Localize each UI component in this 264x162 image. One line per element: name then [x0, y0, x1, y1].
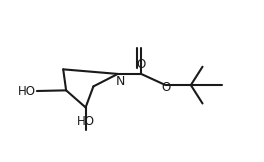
Text: HO: HO: [77, 115, 95, 128]
Text: O: O: [161, 81, 170, 94]
Text: HO: HO: [18, 85, 36, 98]
Text: N: N: [115, 75, 125, 88]
Text: O: O: [136, 58, 146, 71]
